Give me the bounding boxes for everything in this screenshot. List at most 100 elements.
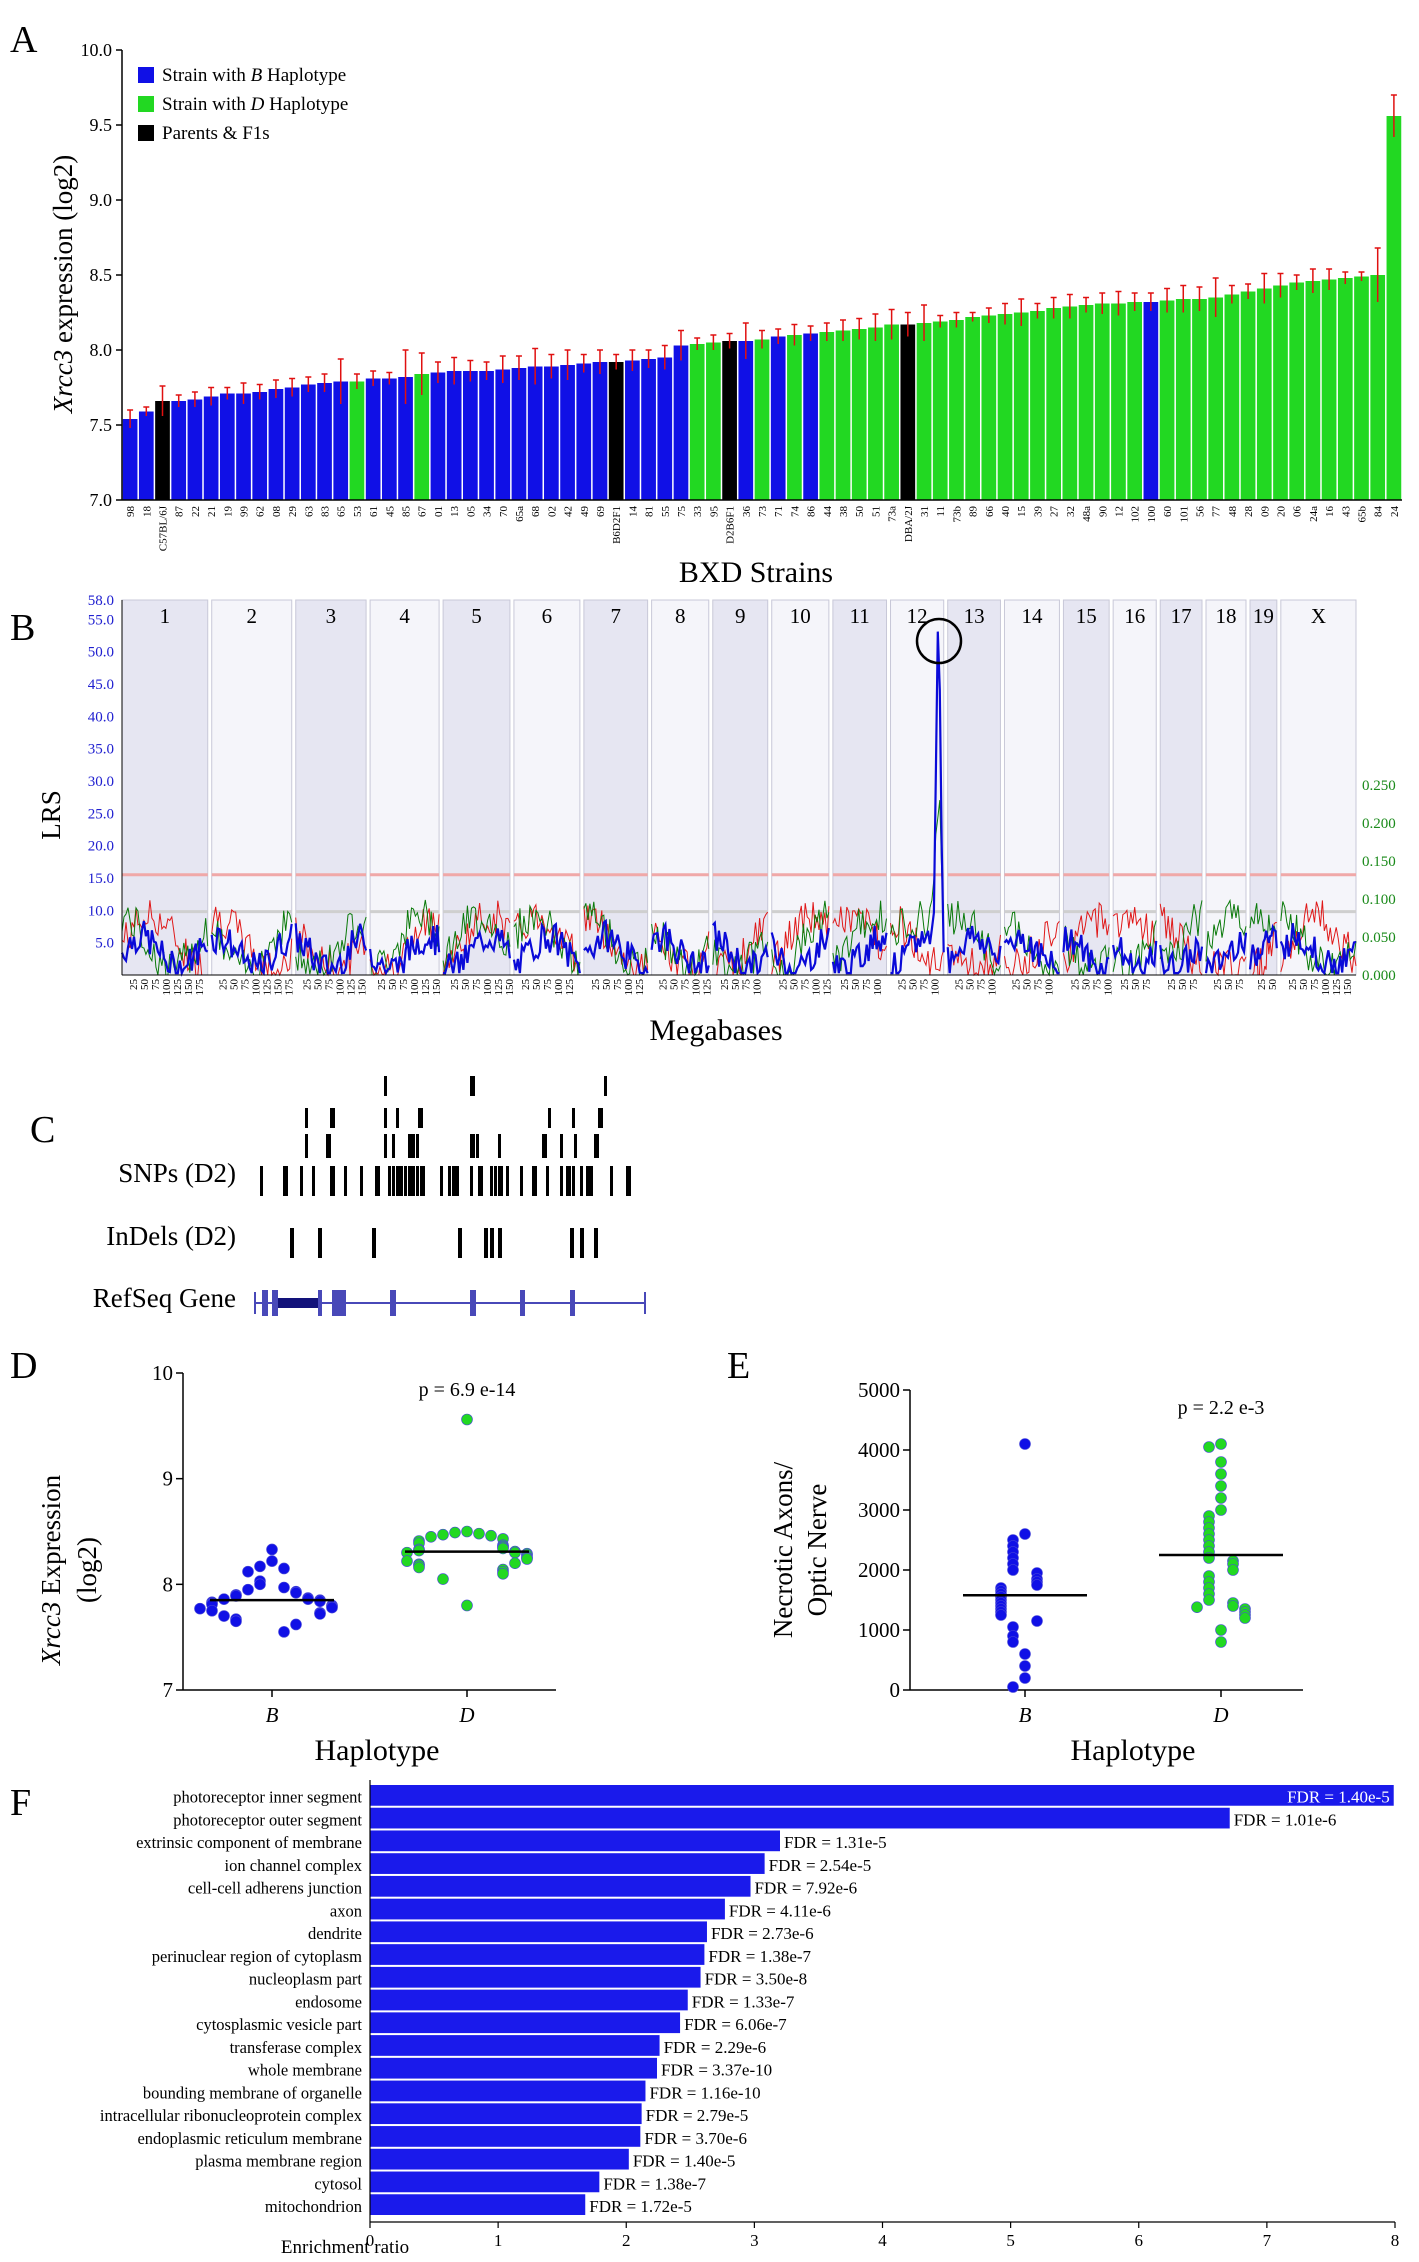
b-mb-tick-13: 100 xyxy=(987,979,999,996)
c-snp-mark xyxy=(566,1166,571,1196)
panel-label-d: D xyxy=(10,1345,37,1387)
a-ylabel: Xrcc3 expression (log2) xyxy=(48,155,78,414)
a-bar-55 xyxy=(657,357,673,500)
point-E-D xyxy=(1215,1468,1227,1480)
b-mb-tick-7: 75 xyxy=(612,979,624,991)
c-snp-mark xyxy=(384,1108,387,1128)
f-bar xyxy=(370,1853,765,1874)
b-ytick-left: 10.0 xyxy=(88,903,114,919)
a-xtick-73b: 73b xyxy=(951,506,963,523)
b-chrom-band-4 xyxy=(369,599,440,976)
point-E-D xyxy=(1203,1594,1215,1606)
b-additive-red-9 xyxy=(712,911,769,976)
b-chrom-band-18 xyxy=(1205,599,1247,976)
b-additive-green-10 xyxy=(771,900,830,976)
b-lrs-trace-1 xyxy=(120,920,209,977)
a-bar-99 xyxy=(236,393,251,500)
a-bar-24 xyxy=(1386,116,1402,500)
a-legend-label-B: Strain with B Haplotype xyxy=(162,65,346,86)
a-xtick-31: 31 xyxy=(919,506,931,517)
b-mb-tick-14: 25 xyxy=(1010,979,1022,991)
b-ytick-left: 30.0 xyxy=(88,774,114,790)
b-chrom-band-7 xyxy=(583,599,649,976)
a-bar-22 xyxy=(187,399,203,500)
b-chrom-label-13: 13 xyxy=(964,604,985,628)
b-chrom-label-12: 12 xyxy=(907,604,928,628)
a-bar-39 xyxy=(1030,311,1045,500)
b-ytick-right: 0.200 xyxy=(1362,816,1396,832)
point-D-D xyxy=(497,1567,509,1580)
b-chrom-band-3 xyxy=(295,599,367,976)
b-additive-green-4 xyxy=(369,899,440,976)
c-snp-mark xyxy=(392,1166,395,1196)
b-mb-tick-10: 125 xyxy=(822,979,834,996)
c-snp-mark xyxy=(408,1166,413,1196)
c-snp-mark xyxy=(610,1166,613,1196)
point-E-D xyxy=(1215,1636,1227,1648)
c-snp-mark xyxy=(440,1166,443,1196)
a-xtick-38: 38 xyxy=(838,506,850,518)
b-mb-tick-X: 150 xyxy=(1342,979,1354,996)
a-xtick-90: 90 xyxy=(1097,506,1109,518)
a-bar-02 xyxy=(544,366,559,500)
b-mb-tick-1: 125 xyxy=(172,979,184,996)
c-snp-mark xyxy=(542,1134,547,1158)
a-bar-15 xyxy=(1013,312,1029,500)
c-snp-mark xyxy=(312,1166,315,1196)
c-snp-mark xyxy=(494,1166,497,1196)
point-E-B xyxy=(1019,1660,1031,1672)
b-ytick-left: 5.0 xyxy=(95,936,114,952)
b-lrs-trace-8 xyxy=(650,920,710,974)
a-bar-81 xyxy=(641,359,656,500)
a-bar-29 xyxy=(284,387,300,500)
a-xtick-102: 102 xyxy=(1130,506,1142,523)
f-xtick-label: 7 xyxy=(1263,2231,1272,2250)
f-fdr-label: FDR = 3.37e-10 xyxy=(661,2061,772,2080)
panel-d-scatter: 7 8 9 10 B D p = 6.9 e-14 Xrcc3 Expression (l… xyxy=(36,1361,556,1767)
a-bar-61 xyxy=(365,378,381,500)
b-chrom-label-2: 2 xyxy=(246,604,257,628)
b-ytick-left: 45.0 xyxy=(88,677,114,693)
b-mb-tick-3: 100 xyxy=(335,979,347,996)
b-mb-tick-X: 50 xyxy=(1298,979,1310,991)
point-E-D xyxy=(1215,1624,1227,1636)
b-additive-red-X xyxy=(1280,900,1357,973)
b-mb-tick-5: 125 xyxy=(493,979,505,996)
point-E-D xyxy=(1215,1480,1227,1492)
point-E-D xyxy=(1215,1492,1227,1504)
c-snp-mark xyxy=(388,1166,391,1196)
point-D-D xyxy=(461,1413,473,1426)
a-bar-D2B6F1 xyxy=(722,341,737,500)
point-E-D xyxy=(1227,1600,1239,1612)
point-E-B xyxy=(1019,1528,1031,1540)
b-mb-tick-3: 150 xyxy=(357,979,369,996)
b-mb-tick-13: 50 xyxy=(965,979,977,991)
c-snp-mark xyxy=(305,1134,308,1158)
b-chrom-label-X: X xyxy=(1311,604,1326,628)
c-snp-mark xyxy=(400,1166,403,1196)
a-bar-98 xyxy=(122,419,138,500)
a-xtick-62: 62 xyxy=(255,506,267,517)
a-xtick-66: 66 xyxy=(984,506,996,518)
f-axes: photoreceptor inner segment photoreceptor… xyxy=(100,1780,1399,2250)
a-ylabel-rest: expression (log2) xyxy=(48,155,78,350)
b-chrom-label-10: 10 xyxy=(790,604,811,628)
f-bar xyxy=(370,1898,725,1920)
b-mb-tick-12: 100 xyxy=(929,979,941,996)
a-xtick-65a: 65a xyxy=(514,506,526,522)
b-mb-tick-19: 50 xyxy=(1267,979,1279,991)
point-E-D xyxy=(1227,1564,1239,1576)
a-xtick-01: 01 xyxy=(433,506,445,517)
b-chrom-label-7: 7 xyxy=(611,604,622,628)
a-bar-27 xyxy=(1046,308,1061,500)
panel-label-f: F xyxy=(10,1782,31,1824)
b-mb-tick-8: 75 xyxy=(680,979,692,991)
c-gene-exon xyxy=(262,1290,268,1316)
f-xtick-label: 0 xyxy=(366,2231,375,2250)
f-bar xyxy=(370,2080,646,2102)
c-indel-mark xyxy=(594,1228,598,1258)
b-mb-tick-2: 150 xyxy=(273,979,285,996)
a-xtick-73a: 73a xyxy=(887,506,899,522)
